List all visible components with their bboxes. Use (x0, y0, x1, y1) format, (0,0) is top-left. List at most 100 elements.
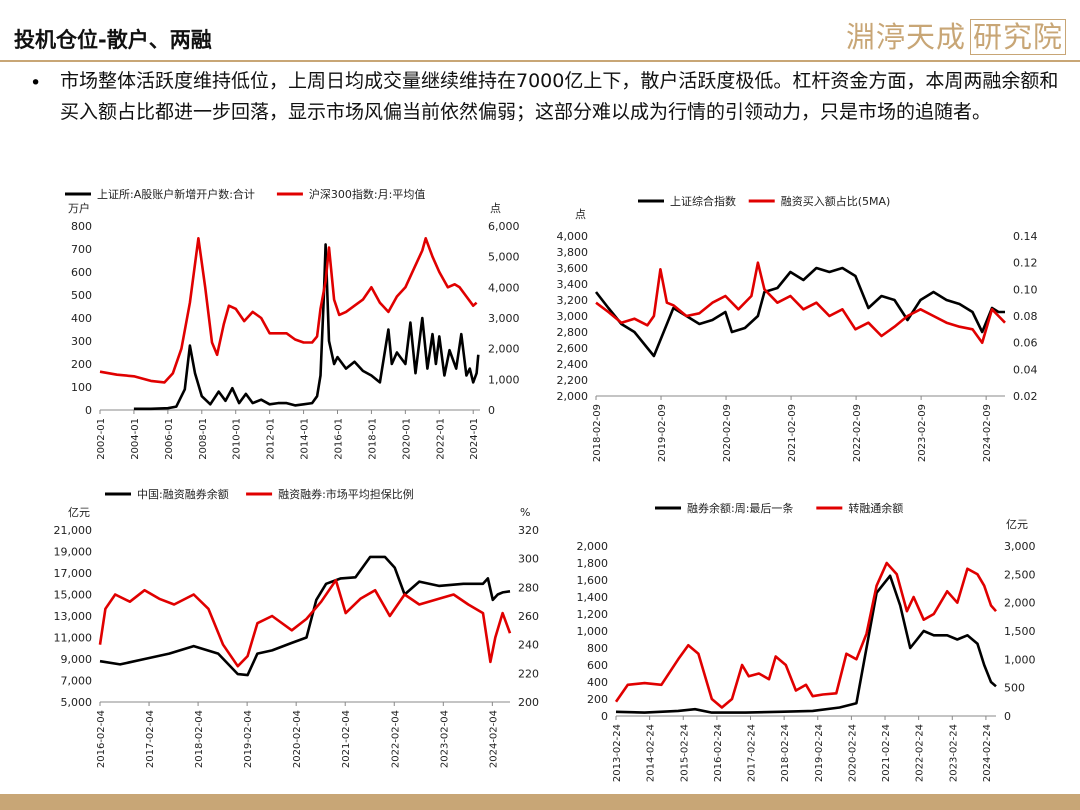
legend-label: 融资融券:市场平均担保比例 (278, 487, 414, 501)
bullet-marker: • (30, 72, 42, 94)
x-tick-label: 2022-02-24 (915, 724, 926, 782)
right-tick-label: 220 (518, 667, 539, 680)
left-tick-label: 1,800 (577, 557, 609, 570)
left-tick-label: 2,000 (577, 540, 609, 553)
x-tick-label: 2016-02-04 (96, 710, 107, 768)
left-tick-label: 19,000 (54, 546, 93, 559)
right-tick-label: 260 (518, 610, 539, 623)
x-tick-label: 2024-02-24 (982, 724, 993, 782)
x-tick-label: 2017-02-24 (747, 724, 758, 782)
left-tick-label: 21,000 (54, 524, 93, 537)
legend-label: 沪深300指数:月:平均值 (309, 187, 425, 201)
right-tick-label: 1,000 (488, 373, 520, 386)
logo-part1: 淵渟天成 (846, 20, 967, 54)
x-tick-label: 2020-02-09 (722, 404, 733, 462)
right-tick-label: 2,000 (488, 343, 520, 356)
x-tick-label: 2022-01 (435, 418, 446, 460)
right-tick-label: 240 (518, 639, 539, 652)
series-line-1 (99, 237, 478, 384)
left-tick-label: 13,000 (54, 610, 93, 623)
series-line-1 (595, 261, 1006, 344)
right-tick-label: 320 (518, 524, 539, 537)
x-tick-label: 2016-01 (334, 418, 345, 460)
x-tick-label: 2006-01 (164, 418, 175, 460)
right-tick-label: 3,000 (1004, 540, 1036, 553)
x-tick-label: 2022-02-04 (390, 710, 401, 768)
x-tick-label: 2020-02-24 (847, 724, 858, 782)
logo-part2: 研究院 (970, 19, 1067, 55)
x-tick-label: 2023-02-09 (917, 404, 928, 462)
right-tick-label: 0.04 (1013, 363, 1038, 376)
left-tick-label: 11,000 (54, 632, 93, 645)
page-title: 投机仓位-散户、两融 (14, 28, 212, 52)
series-line-0 (615, 574, 997, 714)
left-tick-label: 2,800 (557, 326, 589, 339)
right-tick-label: 1,500 (1004, 625, 1036, 638)
x-tick-label: 2024-01 (469, 418, 480, 460)
x-tick-label: 2002-01 (96, 418, 107, 460)
x-tick-label: 2024-02-09 (982, 404, 993, 462)
x-tick-label: 2019-02-04 (243, 710, 254, 768)
x-tick-label: 2019-02-24 (814, 724, 825, 782)
left-tick-label: 5,000 (61, 696, 93, 709)
left-tick-label: 400 (71, 312, 92, 325)
chart-sse-vs-margin-buy-ratio: 上证综合指数 融资买入额占比(5MA) 点 2,000 2,200 2,400 2,600 2… (557, 194, 1038, 462)
x-tick-label: 2004-01 (130, 418, 141, 460)
left-tick-label: 600 (587, 659, 608, 672)
left-tick-label: 7,000 (61, 675, 93, 688)
right-tick-label: 2,500 (1004, 568, 1036, 581)
x-tick-label: 2020-02-04 (292, 710, 303, 768)
summary-paragraph: 市场整体活跃度维持低位，上周日均成交量继续维持在7000亿上下，散户活跃度极低。… (60, 70, 1059, 123)
x-tick-label: 2024-02-04 (488, 710, 499, 768)
x-tick-label: 2013-02-24 (612, 724, 623, 782)
left-tick-label: 9,000 (61, 653, 93, 666)
right-tick-label: 0 (1004, 710, 1011, 723)
right-axis-unit: % (520, 506, 530, 519)
x-tick-label: 2017-02-04 (145, 710, 156, 768)
left-tick-label: 3,200 (557, 294, 589, 307)
right-tick-label: 1,000 (1004, 653, 1036, 666)
footer-bar (0, 794, 1080, 810)
left-tick-label: 17,000 (54, 567, 93, 580)
left-tick-label: 15,000 (54, 589, 93, 602)
right-tick-label: 0.06 (1013, 337, 1038, 350)
left-tick-label: 300 (71, 335, 92, 348)
right-tick-label: 4,000 (488, 281, 520, 294)
right-tick-label: 6,000 (488, 220, 520, 233)
left-tick-label: 700 (71, 243, 92, 256)
x-tick-label: 2018-02-24 (780, 724, 791, 782)
left-tick-label: 0 (85, 404, 92, 417)
right-tick-label: 300 (518, 553, 539, 566)
x-tick-label: 2021-02-09 (787, 404, 798, 462)
left-tick-label: 3,600 (557, 262, 589, 275)
left-axis-unit: 点 (575, 208, 586, 221)
x-tick-label: 2023-02-04 (439, 710, 450, 768)
x-tick-label: 2014-02-24 (646, 724, 657, 782)
right-tick-label: 0.12 (1013, 257, 1038, 270)
right-tick-label: 280 (518, 581, 539, 594)
series-line-1 (614, 561, 997, 709)
series-line-0 (594, 266, 1005, 358)
right-tick-label: 0.02 (1013, 390, 1038, 403)
x-tick-label: 2012-01 (266, 418, 277, 460)
left-tick-label: 1,000 (577, 625, 609, 638)
legend-label: 转融通余额 (848, 501, 903, 515)
right-tick-label: 2,000 (1004, 597, 1036, 610)
x-tick-label: 2018-02-09 (592, 404, 603, 462)
x-tick-label: 2022-02-09 (852, 404, 863, 462)
right-tick-label: 500 (1004, 682, 1025, 695)
right-tick-label: 0.14 (1013, 230, 1038, 243)
right-tick-label: 0 (488, 404, 495, 417)
x-tick-label: 2008-01 (198, 418, 209, 460)
x-tick-label: 2015-02-24 (679, 724, 690, 782)
left-tick-label: 2,000 (557, 390, 589, 403)
left-tick-label: 0 (601, 710, 608, 723)
left-tick-label: 2,200 (557, 374, 589, 387)
logo-text: 淵渟天成 研究院 (846, 14, 1067, 56)
left-tick-label: 800 (71, 220, 92, 233)
left-tick-label: 100 (71, 381, 92, 394)
left-tick-label: 800 (587, 642, 608, 655)
x-tick-label: 2016-02-24 (713, 724, 724, 782)
left-tick-label: 600 (71, 266, 92, 279)
